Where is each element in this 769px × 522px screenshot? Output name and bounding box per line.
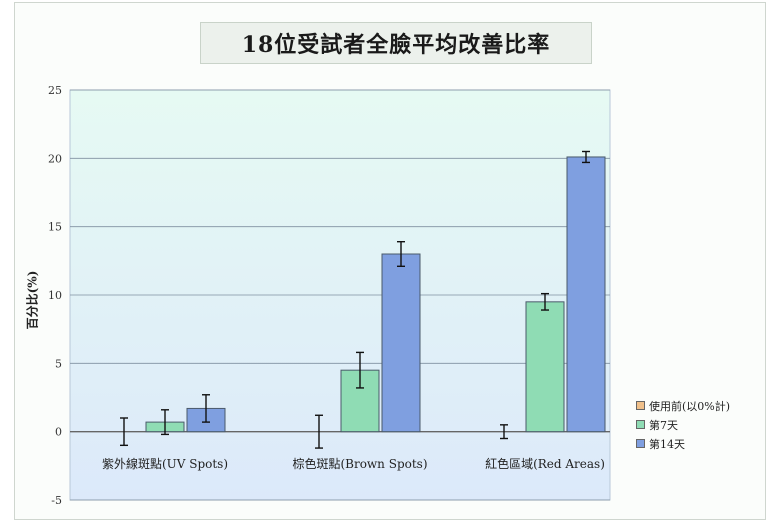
legend-item: 第14天	[636, 434, 730, 453]
y-tick-label: 0	[55, 426, 62, 439]
y-tick-label: -5	[51, 494, 62, 507]
legend-label: 第14天	[649, 437, 685, 451]
legend-swatch	[636, 401, 645, 410]
legend-item: 第7天	[636, 415, 730, 434]
legend: 使用前(以0%計) 第7天 第14天	[636, 396, 730, 453]
legend-item: 使用前(以0%計)	[636, 396, 730, 415]
x-category-label: 紫外線斑點(UV Spots)	[102, 456, 228, 471]
legend-label: 第7天	[649, 418, 678, 432]
bar	[381, 253, 421, 433]
bar	[566, 156, 606, 433]
bar	[525, 301, 565, 433]
y-tick-label: 25	[48, 84, 62, 97]
legend-label: 使用前(以0%計)	[649, 399, 731, 413]
chart-title: 18位受試者全臉平均改善比率	[200, 22, 592, 64]
x-category-label: 棕色斑點(Brown Spots)	[292, 456, 427, 471]
legend-swatch	[636, 439, 645, 448]
y-tick-label: 20	[48, 152, 62, 165]
y-tick-label: 10	[48, 289, 62, 302]
y-tick-label: 15	[48, 221, 62, 234]
y-tick-label: 5	[55, 357, 62, 370]
y-axis-label: 百分比(%)	[25, 270, 40, 330]
x-category-label: 紅色區域(Red Areas)	[485, 457, 605, 471]
legend-swatch	[636, 420, 645, 429]
